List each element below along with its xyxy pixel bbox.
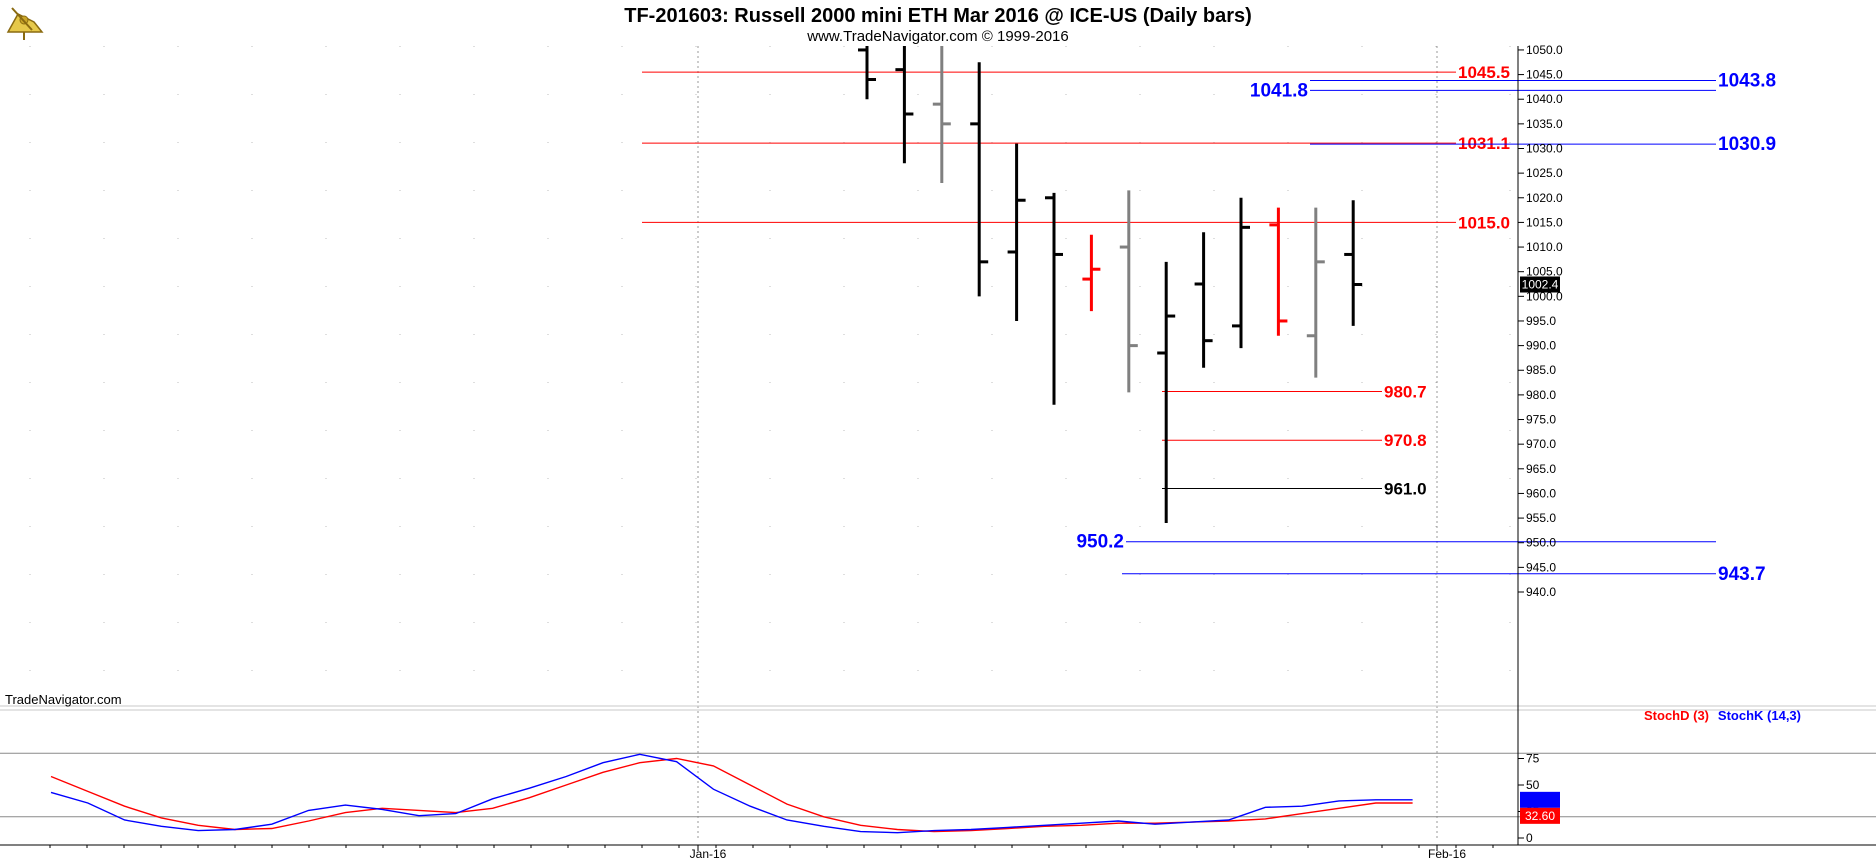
- watermark: TradeNavigator.com: [5, 692, 122, 707]
- ohlc-bar: [1232, 197, 1250, 349]
- price-tick-label: 960.0: [1526, 486, 1556, 500]
- legend-stoch-k: StochK (14,3): [1718, 708, 1801, 723]
- price-tick-label: 1025.0: [1526, 166, 1563, 180]
- price-level-label: 1041.8: [1250, 80, 1308, 101]
- price-tick-label: 955.0: [1526, 511, 1556, 525]
- price-tick-label: 965.0: [1526, 462, 1556, 476]
- price-tick-label: 1020.0: [1526, 191, 1563, 205]
- price-tick-label: 985.0: [1526, 363, 1556, 377]
- stoch-tick-label: 75: [1526, 752, 1540, 766]
- ohlc-bar: [858, 46, 876, 100]
- price-tick-label: 1050.0: [1526, 43, 1563, 57]
- grid: [0, 46, 1876, 840]
- price-tick-label: 1040.0: [1526, 92, 1563, 106]
- ohlc-bar: [1082, 234, 1101, 312]
- time-tick-label: Jan-16: [690, 847, 727, 861]
- price-level-label: 1030.9: [1718, 134, 1776, 155]
- ohlc-bar: [1269, 207, 1288, 336]
- price-tick-label: 995.0: [1526, 314, 1556, 328]
- stoch-series-line: [50, 753, 1413, 834]
- legend-stoch-d: StochD (3): [1644, 708, 1709, 723]
- price-level-label: 1045.5: [1458, 63, 1510, 82]
- price-tick-label: 1030.0: [1526, 141, 1563, 155]
- last-price-label: 1002.4: [1522, 278, 1559, 292]
- ohlc-bar: [970, 62, 989, 297]
- price-level-label: 943.7: [1718, 564, 1766, 585]
- stoch-tick-label: 50: [1526, 778, 1540, 792]
- ohlc-bar: [932, 46, 951, 183]
- ohlc-bar: [1119, 190, 1138, 393]
- price-tick-label: 1035.0: [1526, 117, 1563, 131]
- price-tick-label: 1010.0: [1526, 240, 1563, 254]
- price-level-label: 1015.0: [1458, 213, 1510, 232]
- ohlc-bar: [1157, 261, 1176, 524]
- stoch-tick-label: 0: [1526, 831, 1533, 845]
- price-tick-label: 990.0: [1526, 339, 1556, 353]
- time-tick-label: Feb-16: [1428, 847, 1466, 861]
- chart-title: TF-201603: Russell 2000 mini ETH Mar 201…: [624, 5, 1252, 27]
- stoch-k-last-badge: [1520, 791, 1560, 808]
- ohlc-bar: [895, 46, 914, 164]
- price-tick-label: 980.0: [1526, 388, 1556, 402]
- last-price-badge: [1520, 276, 1560, 293]
- chart-subtitle: www.TradeNavigator.com © 1999-2016: [806, 28, 1068, 45]
- ohlc-bar: [1007, 143, 1026, 321]
- price-tick-label: 1000.0: [1526, 289, 1563, 303]
- axes: 940.0 945.0 950.0 955.0 960.0 965.0 970.0 975.0…: [0, 43, 1876, 861]
- price-level-label: 950.2: [1076, 532, 1124, 553]
- price-tick-label: 950.0: [1526, 536, 1556, 550]
- price-tick-label: 940.0: [1526, 585, 1556, 599]
- price-tick-label: 1005.0: [1526, 265, 1563, 279]
- ohlc-bar: [1194, 232, 1213, 368]
- price-tick-label: 945.0: [1526, 560, 1556, 574]
- stoch-last-value: 32.60: [1525, 809, 1555, 823]
- price-level-label: 970.8: [1384, 431, 1427, 450]
- stoch-d-last-badge: [1520, 807, 1560, 824]
- ohlc-bar: [1344, 200, 1363, 326]
- stochastic-panel: 025507532.60: [0, 712, 1876, 845]
- price-level-label: 1043.8: [1718, 70, 1776, 91]
- price-tick-label: 1015.0: [1526, 215, 1563, 229]
- price-bars: [858, 46, 1363, 524]
- sextant-logo-icon: [6, 7, 44, 40]
- price-level-label: 980.7: [1384, 382, 1427, 401]
- price-level-label: 961.0: [1384, 480, 1427, 499]
- ohlc-bar: [1045, 192, 1063, 405]
- price-tick-label: 970.0: [1526, 437, 1556, 451]
- price-tick-label: 1045.0: [1526, 68, 1563, 82]
- ohlc-bar: [1306, 207, 1325, 378]
- price-tick-label: 975.0: [1526, 413, 1556, 427]
